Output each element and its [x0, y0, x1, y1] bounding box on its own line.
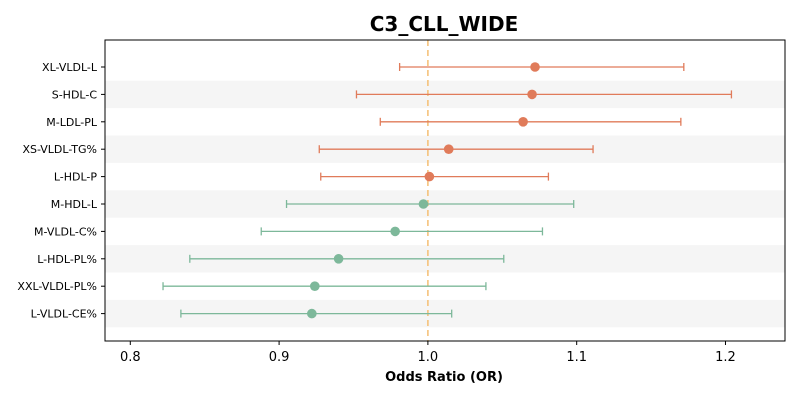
y-tick-label: L-VLDL-CE%: [31, 308, 97, 321]
x-tick-label: 1.2: [715, 350, 736, 365]
y-tick-label: M-HDL-L: [51, 198, 98, 211]
x-tick-label: 1.0: [418, 350, 439, 365]
or-point: [307, 308, 317, 319]
plot-frame: [104, 39, 786, 342]
or-point: [418, 199, 429, 209]
or-point: [333, 253, 344, 264]
y-tick-label: M-LDL-PL: [46, 116, 98, 129]
y-tick-label: XS-VLDL-TG%: [22, 143, 97, 156]
y-tick-label: L-HDL-P: [54, 171, 98, 184]
chart-title: C3_CLL_WIDE: [370, 12, 519, 36]
y-tick-label: S-HDL-C: [52, 88, 98, 101]
or-point: [310, 281, 320, 292]
x-axis-label: Odds Ratio (OR): [385, 370, 503, 385]
y-tick-label: L-HDL-PL%: [37, 253, 97, 266]
y-tick-label: XXL-VLDL-PL%: [17, 280, 97, 293]
y-tick-label: M-VLDL-C%: [34, 225, 97, 238]
or-point: [518, 117, 528, 127]
or-point: [424, 171, 435, 182]
x-tick-label: 0.8: [120, 350, 141, 365]
or-point: [527, 89, 537, 100]
or-point: [530, 62, 540, 72]
y-tick-label: XL-VLDL-L: [42, 61, 98, 74]
or-point: [390, 226, 400, 237]
x-tick-label: 0.9: [269, 350, 290, 365]
x-tick-label: 1.1: [566, 350, 587, 365]
or-point: [443, 144, 454, 154]
